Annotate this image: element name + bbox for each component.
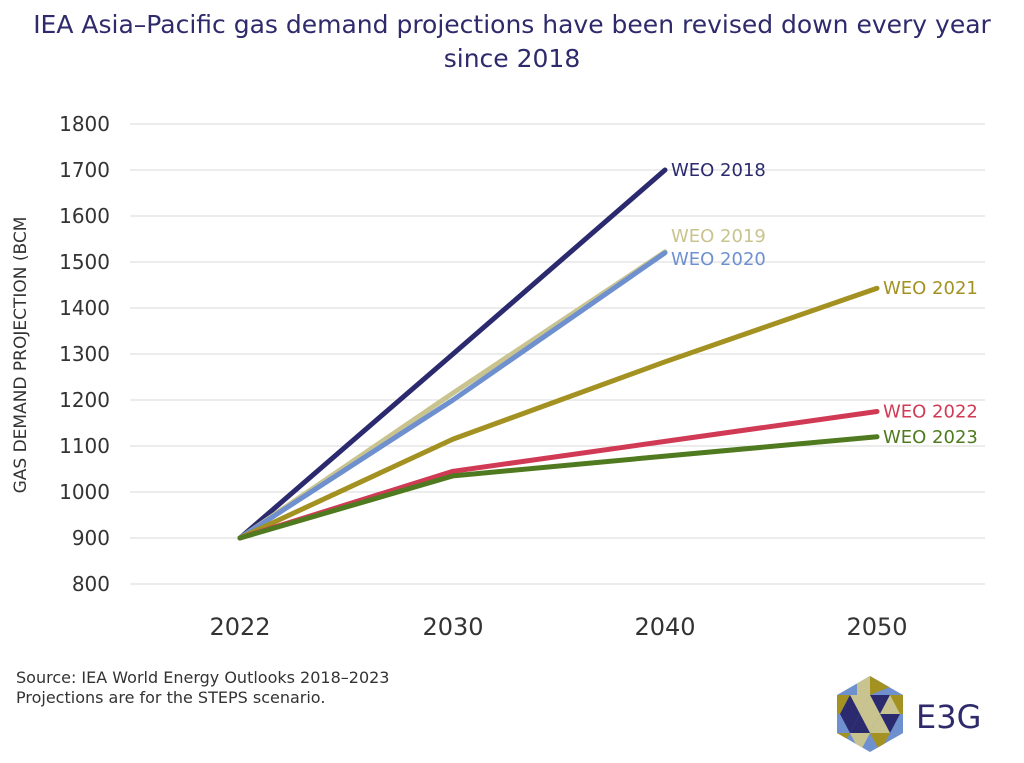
series-line (237, 285, 880, 541)
y-tick-label: 1000 (59, 480, 110, 504)
logo-text: E3G (916, 698, 981, 736)
x-tick-label: 2022 (209, 613, 270, 641)
series-label: WEO 2019 (671, 226, 766, 247)
y-tick-label: 1400 (59, 296, 110, 320)
y-tick-label: 1500 (59, 250, 110, 274)
series-label: WEO 2021 (883, 278, 978, 299)
series-line (237, 434, 880, 541)
series-label: WEO 2018 (671, 160, 766, 181)
x-tick-label: 2050 (846, 613, 907, 641)
scenario-note: Projections are for the STEPS scenario. (16, 688, 326, 707)
chart-title: IEA Asia–Pacific gas demand projections … (33, 10, 991, 73)
source-note: Source: IEA World Energy Outlooks 2018–2… (16, 668, 389, 708)
y-tick-label: 1100 (59, 434, 110, 458)
y-tick-label: 1800 (59, 112, 110, 136)
y-tick-label: 1700 (59, 158, 110, 182)
logo-hexagon-icon (837, 676, 903, 752)
y-tick-label: 900 (72, 526, 110, 550)
y-tick-label: 800 (72, 572, 110, 596)
e3g-logo: E3G (837, 676, 981, 752)
y-tick-label: 1300 (59, 342, 110, 366)
y-axis-label: GAS DEMAND PROJECTION (BCM (11, 217, 31, 494)
series-label: WEO 2022 (883, 402, 978, 423)
x-tick-label: 2030 (422, 613, 483, 641)
source-line: Source: IEA World Energy Outlooks 2018–2… (16, 668, 390, 687)
y-tick-label: 1600 (59, 204, 110, 228)
series-label: WEO 2023 (883, 427, 978, 448)
line-chart: 800 900 1000 1100 1200 1300 1400 1500 1600 1700 18… (11, 112, 985, 641)
y-tick-label: 1200 (59, 388, 110, 412)
series-label: WEO 2020 (671, 249, 766, 270)
x-tick-label: 2040 (634, 613, 695, 641)
